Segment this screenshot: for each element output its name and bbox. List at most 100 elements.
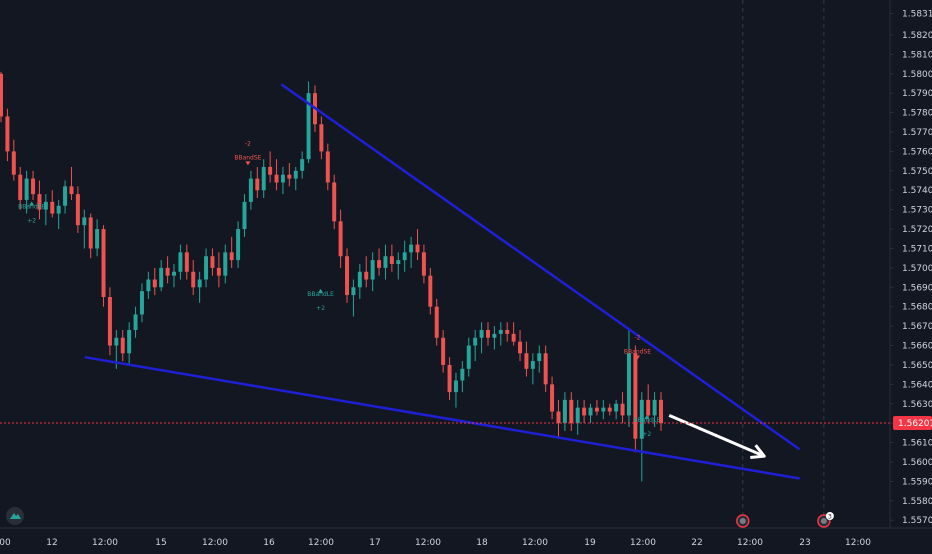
candle (351, 279, 356, 317)
event-flag-inner (820, 518, 827, 524)
candle (268, 151, 273, 183)
candle-body (530, 361, 535, 369)
candle (95, 219, 100, 257)
candle (479, 322, 484, 354)
candle-body (152, 279, 157, 288)
candle (332, 174, 337, 230)
candle (248, 170, 253, 210)
candle (447, 357, 452, 400)
price-tick-label: 1.57800 (902, 109, 932, 119)
candle-body (0, 73, 3, 117)
price-tick-label: 1.58200 (902, 31, 932, 41)
candle-body (101, 229, 106, 297)
candle (229, 236, 234, 268)
sell-signal[interactable]: -2 BBandSE (234, 140, 262, 166)
candle (223, 244, 228, 284)
price-tick-label: 1.57900 (902, 89, 932, 99)
signals: -2BBandSEBBandSE+2BBandLE+2-2BBandSEBBan… (18, 140, 660, 438)
candle (402, 240, 407, 272)
candle (293, 166, 298, 191)
projection-arrow-head[interactable] (750, 444, 766, 459)
tradingview-logo[interactable] (6, 507, 24, 525)
session-lines (742, 0, 825, 528)
buy-signal[interactable]: BBandLE +2 (633, 415, 660, 438)
time-axis[interactable]: 00 12 12:00 15 12:00 16 12:00 17 12:00 18 12:00 19 1… (0, 538, 871, 548)
candle (524, 341, 529, 377)
time-tick-label: 15 (155, 538, 166, 548)
event-markers[interactable]: 3 (736, 512, 834, 528)
time-tick-label: 12:00 (308, 538, 334, 548)
economic-event-marker[interactable] (736, 514, 750, 528)
candle (37, 180, 42, 220)
candle-body (543, 353, 548, 385)
candle (152, 267, 157, 296)
candle-body (210, 256, 215, 268)
buy-signal[interactable]: BBandLE +2 (307, 288, 334, 312)
buy-arrow-icon (644, 415, 650, 419)
candle-body (146, 279, 151, 292)
candle-body (229, 252, 234, 261)
candle-body (652, 399, 657, 416)
candle (338, 209, 343, 268)
candle (0, 71, 3, 123)
candle-body (338, 221, 343, 257)
price-tick-label: 1.57000 (902, 264, 932, 274)
candle (389, 244, 394, 272)
candle-body (261, 166, 266, 191)
candle (537, 345, 542, 373)
candle-body (434, 306, 439, 338)
time-tick-label: 12 (46, 538, 57, 548)
candle (210, 248, 215, 276)
price-axis[interactable]: 1.58310 1.58200 1.58100 1.58000 1.57900 1.578… (890, 10, 932, 527)
signal-bottom-label: BBandSE (624, 349, 651, 356)
projection-arrow-shaft[interactable] (668, 414, 765, 458)
candle-body (82, 217, 87, 226)
buy-signal[interactable]: BBandSE +2 (18, 201, 45, 224)
candle (601, 399, 606, 420)
candles (0, 71, 663, 482)
price-tick-label: 1.57200 (902, 225, 932, 235)
current-price-badge: 1.56201 (893, 415, 932, 430)
candle-body (75, 194, 80, 226)
economic-event-marker[interactable]: 3 (817, 512, 834, 528)
candle (434, 298, 439, 346)
price-tick-label: 1.56900 (902, 283, 932, 293)
signal-top-label: -2 (634, 335, 640, 342)
signal-top-label: BBandLE (307, 291, 334, 298)
signal-top-label: BBandSE (18, 203, 45, 210)
candle-body (351, 287, 356, 296)
candle-body (383, 256, 388, 268)
candle (63, 180, 68, 214)
candle-body (325, 151, 330, 183)
candle (345, 248, 350, 303)
candle (184, 244, 189, 280)
candle (24, 170, 29, 214)
candle-body (191, 271, 196, 288)
candle (492, 326, 497, 350)
candle-body (274, 174, 279, 183)
candle (197, 271, 202, 303)
sell-signal[interactable]: -2 BBandSE (624, 335, 651, 360)
current-price-label: 1.56201 (898, 419, 932, 429)
upper-trendline[interactable] (280, 83, 801, 451)
candle-body (639, 399, 644, 439)
candle (178, 244, 183, 280)
event-count-label: 3 (828, 514, 832, 521)
candle (56, 199, 61, 230)
candle (421, 244, 426, 284)
candle-body (607, 407, 612, 412)
price-tick-label: 1.57700 (902, 128, 932, 138)
price-tick-label: 1.57500 (902, 167, 932, 177)
candle (261, 159, 266, 198)
lower-trendline[interactable] (84, 355, 800, 480)
candle (460, 361, 465, 393)
candle (300, 151, 305, 179)
candle (383, 244, 388, 280)
candle (18, 166, 23, 210)
candle (75, 186, 80, 233)
candle-body (5, 116, 10, 152)
candle-body (537, 353, 542, 362)
price-tick-label: 1.56400 (902, 380, 932, 390)
